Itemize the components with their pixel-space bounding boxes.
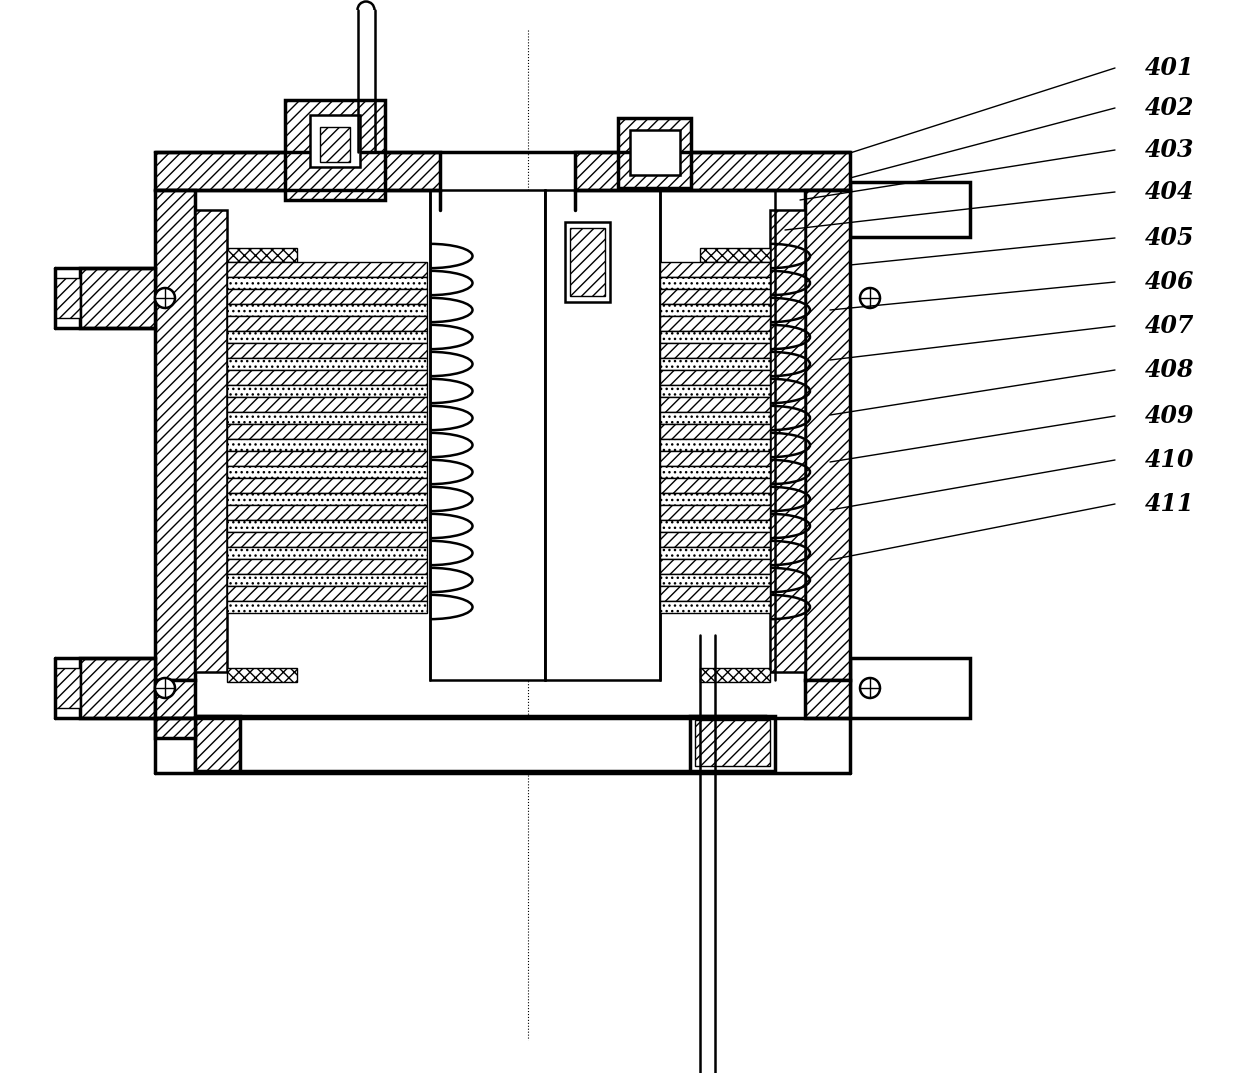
Bar [285,100,384,200]
Bar [849,658,970,718]
Bar [155,152,440,190]
Bar [660,330,770,343]
Bar [227,493,427,505]
Bar [155,718,195,738]
Bar [227,466,427,477]
Bar [660,304,770,317]
Bar [660,289,770,304]
Bar [227,330,427,343]
Bar [701,248,770,262]
Bar [660,477,770,493]
Bar [227,559,427,574]
Bar [570,227,605,296]
Bar [227,343,427,358]
Bar [660,451,770,466]
Text: 407: 407 [1145,314,1194,338]
Bar [227,370,427,385]
Bar [227,262,427,277]
Bar [630,130,680,175]
Bar [660,397,770,412]
Bar [660,547,770,559]
Bar [227,304,427,317]
Bar [694,720,770,766]
Bar [227,532,427,547]
Bar [155,680,195,718]
Bar [430,190,546,680]
Bar [701,668,770,682]
Text: 410: 410 [1145,449,1194,472]
Bar [195,716,765,771]
Bar [660,262,770,277]
Bar [227,358,427,370]
Bar [660,317,770,330]
Text: 401: 401 [1145,56,1194,80]
Bar [849,182,970,237]
Bar [227,477,427,493]
Bar [227,586,427,601]
Bar [689,716,775,771]
Bar [660,559,770,574]
Text: 404: 404 [1145,180,1194,204]
Bar [195,716,241,771]
Bar [55,278,81,318]
Bar [660,412,770,424]
Bar [660,277,770,289]
Circle shape [861,678,880,699]
Bar [227,289,427,304]
Text: 411: 411 [1145,493,1194,516]
Bar [227,547,427,559]
Bar [227,412,427,424]
Bar [227,668,298,682]
Text: 403: 403 [1145,138,1194,162]
Bar [660,385,770,397]
Bar [660,493,770,505]
Bar [81,268,155,328]
Text: 408: 408 [1145,358,1194,382]
Bar [770,210,805,672]
Bar [805,680,849,718]
Bar [310,115,360,167]
Bar [660,574,770,586]
Text: 409: 409 [1145,405,1194,428]
Bar [660,439,770,451]
Bar [155,190,195,680]
Bar [55,668,81,708]
Bar [227,601,427,613]
Bar [227,277,427,289]
Bar [546,190,660,680]
Circle shape [861,288,880,308]
Bar [227,505,427,520]
Bar [660,466,770,477]
Bar [660,358,770,370]
Bar [660,586,770,601]
Bar [227,520,427,532]
Text: 405: 405 [1145,226,1194,250]
Bar [660,601,770,613]
Bar [575,152,849,190]
Bar [660,370,770,385]
Bar [805,190,849,680]
Bar [227,424,427,439]
Bar [227,439,427,451]
Bar [81,658,155,718]
Bar [195,210,227,672]
Bar [227,317,427,330]
Bar [660,343,770,358]
Bar [660,532,770,547]
Bar [227,574,427,586]
Bar [660,505,770,520]
Circle shape [155,288,175,308]
Bar [320,127,350,162]
Bar [227,385,427,397]
Bar [618,118,691,188]
Circle shape [155,678,175,699]
Text: 406: 406 [1145,270,1194,294]
Text: 402: 402 [1145,95,1194,120]
Bar [565,222,610,302]
Bar [660,520,770,532]
Bar [660,424,770,439]
Bar [227,248,298,262]
Bar [227,451,427,466]
Bar [227,397,427,412]
